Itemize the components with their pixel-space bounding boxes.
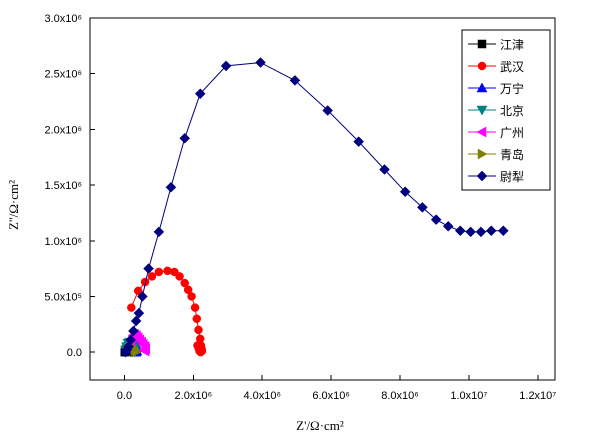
- x-axis-ticks: 0.0 2.0x10⁶ 4.0x10⁶ 6.0x10⁶ 8.0x10⁶ 1.0x10⁷ 1.…: [117, 375, 556, 402]
- data-point: [289, 75, 301, 86]
- legend-marker: [477, 148, 488, 160]
- legend-label: 广州: [500, 126, 524, 140]
- data-point: [399, 186, 411, 198]
- data-point: [193, 341, 202, 350]
- y-tick-label: 1.5x10⁶: [44, 180, 82, 192]
- data-point: [180, 278, 189, 288]
- y-tick-label: 2.5x10⁶: [44, 69, 82, 81]
- data-point: [194, 88, 206, 100]
- series-line: [125, 62, 504, 353]
- y-tick-label: 5.0x10⁵: [44, 291, 82, 303]
- data-point: [125, 334, 136, 346]
- data-point: [153, 226, 165, 238]
- data-point: [137, 291, 148, 302]
- legend-marker: [476, 82, 488, 93]
- data-point: [255, 57, 266, 68]
- legend-label: 青岛: [500, 147, 524, 162]
- legend-marker: [477, 39, 487, 49]
- legend-label: 尉犁: [500, 169, 524, 184]
- data-point: [430, 214, 442, 225]
- x-tick-label: 8.0x10⁶: [381, 390, 419, 402]
- data-point: [465, 226, 476, 238]
- y-tick-label: 3.0x10⁶: [44, 13, 82, 25]
- data-point: [497, 225, 509, 237]
- data-point: [485, 225, 497, 237]
- data-point: [128, 325, 139, 337]
- y-tick-label: 2.0x10⁶: [44, 124, 82, 136]
- x-tick-label: 1.0x10⁷: [450, 390, 487, 402]
- legend-marker: [476, 105, 488, 116]
- legend-label: 北京: [500, 104, 524, 118]
- y-tick-label: 0.0: [67, 347, 82, 359]
- series-1: [127, 266, 207, 357]
- data-point: [379, 164, 390, 175]
- series-6: [120, 57, 509, 358]
- data-point: [143, 263, 154, 274]
- data-point: [127, 303, 136, 312]
- x-axis-label: Z'/Ω·cm²: [296, 418, 344, 433]
- data-point: [130, 315, 142, 327]
- data-series: [120, 57, 509, 358]
- data-point: [194, 325, 203, 335]
- legend-marker: [476, 170, 488, 182]
- plot-frame: [89, 17, 556, 381]
- data-point: [133, 286, 143, 296]
- data-point: [138, 344, 148, 356]
- data-point: [475, 226, 487, 238]
- data-point: [131, 346, 142, 358]
- y-axis-label: Z''/Ω·cm²: [6, 180, 21, 230]
- data-point: [187, 292, 196, 301]
- y-axis-ticks: 0.0 5.0x10⁵ 1.0x10⁶ 1.5x10⁶ 2.0x10⁶ 2.5x10⁶ 3.…: [44, 13, 95, 359]
- x-tick-label: 1.2x10⁷: [519, 390, 556, 402]
- data-point: [133, 307, 145, 319]
- data-point: [442, 220, 454, 232]
- data-point: [147, 272, 157, 281]
- data-point: [220, 60, 232, 72]
- data-point: [454, 225, 466, 237]
- legend-marker: [476, 126, 487, 138]
- y-tick-label: 1.0x10⁶: [44, 236, 82, 248]
- legend-marker: [477, 61, 487, 71]
- x-tick-label: 0.0: [117, 390, 132, 402]
- data-point: [192, 314, 202, 323]
- data-point: [165, 181, 177, 193]
- legend-label: 万宁: [500, 81, 524, 96]
- data-point: [183, 285, 193, 295]
- data-point: [154, 267, 164, 277]
- data-point: [353, 136, 365, 147]
- data-point: [190, 303, 200, 312]
- data-point: [322, 105, 334, 116]
- legend-label: 武汉: [500, 60, 524, 74]
- x-tick-label: 6.0x10⁶: [312, 390, 350, 402]
- data-point: [179, 132, 191, 144]
- x-tick-label: 4.0x10⁶: [243, 390, 281, 402]
- data-point: [417, 202, 428, 213]
- legend-label: 江津: [500, 38, 524, 52]
- x-tick-label: 2.0x10⁶: [175, 390, 213, 402]
- data-point: [175, 272, 184, 281]
